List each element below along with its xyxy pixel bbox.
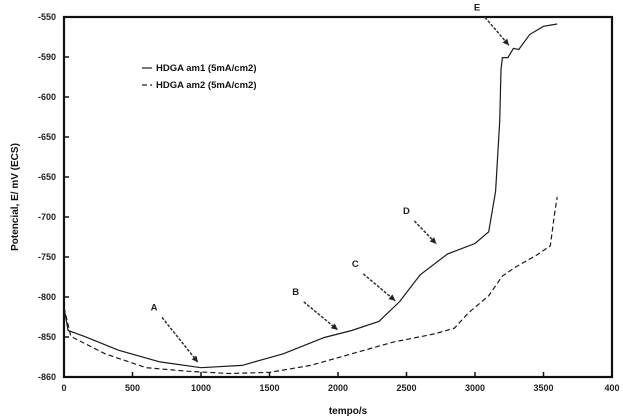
y-tick-label: -650	[38, 132, 56, 142]
annotation-arrowhead	[388, 294, 396, 301]
annotation-arrowhead	[191, 355, 198, 363]
annotation-arrow	[303, 301, 339, 331]
x-axis-title: tempo/s	[329, 406, 368, 417]
y-tick-label: -850	[38, 332, 56, 342]
x-axis-ticks: 0 500 1000 1500 2000 2500 3000 3500 400	[61, 372, 620, 393]
annotation-label: A	[151, 302, 158, 313]
annotation-arrow	[413, 220, 437, 245]
x-tick-label: 1000	[191, 383, 211, 393]
x-tick-label: 3000	[465, 383, 485, 393]
annotation-arrow	[362, 273, 396, 302]
x-tick-label: 1500	[259, 383, 279, 393]
x-tick-label: 400	[604, 383, 619, 393]
x-tick-label: 500	[125, 383, 140, 393]
plot-border	[62, 15, 614, 379]
x-tick-label: 3500	[533, 383, 553, 393]
y-tick-label: -750	[38, 252, 56, 262]
x-tick-label: 2500	[396, 383, 416, 393]
annotation-label: B	[292, 287, 299, 298]
annotation-layer: A B C D E	[151, 2, 510, 363]
legend: HDGA am1 (5mA/cm2) HDGA am2 (5mA/cm2)	[142, 63, 256, 91]
series-line-am1	[63, 23, 558, 369]
annotation-arrow	[161, 316, 199, 363]
annotation-arrow	[484, 16, 510, 46]
y-axis-ticks: -550 -590 -600 -650 -650 -700 -750 -800 -850 -860	[38, 12, 69, 382]
annotation-label: C	[352, 259, 359, 270]
y-tick-label: -590	[38, 52, 56, 62]
x-tick-label: 0	[61, 383, 66, 393]
y-axis-title: Potencial, E/ mV (ECS)	[10, 143, 21, 251]
x-tick-label: 2000	[328, 383, 348, 393]
legend-label-am2: HDGA am2 (5mA/cm2)	[156, 80, 256, 91]
annotation-arrowhead	[330, 323, 338, 330]
legend-label-am1: HDGA am1 (5mA/cm2)	[156, 63, 256, 74]
y-tick-label: -550	[38, 12, 56, 22]
series-layer	[63, 23, 558, 375]
series-line-am2	[63, 196, 558, 375]
annotation-label: D	[403, 206, 410, 217]
y-tick-label: -860	[38, 372, 56, 382]
y-tick-label: -800	[38, 292, 56, 302]
y-tick-label: -700	[38, 212, 56, 222]
annotation-label: E	[474, 2, 480, 13]
annotation-arrowhead	[502, 38, 509, 46]
plot-frame	[62, 15, 614, 379]
y-tick-label: -650	[38, 172, 56, 182]
annotation-arrowhead	[429, 237, 437, 244]
y-tick-label: -600	[38, 92, 56, 102]
